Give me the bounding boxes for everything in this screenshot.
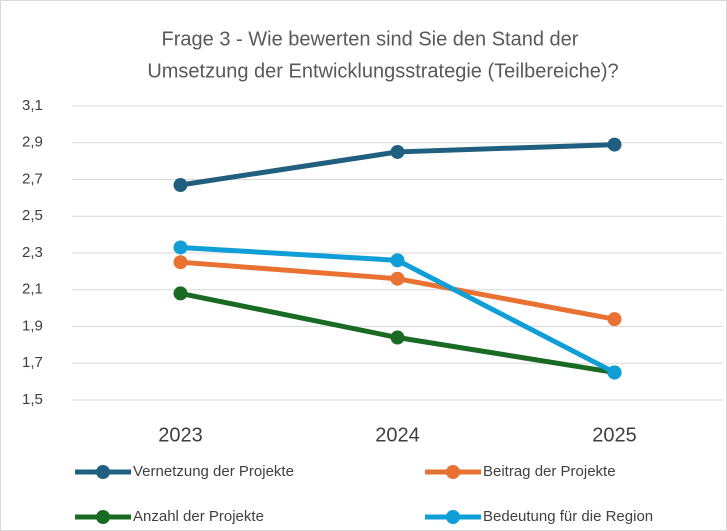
marker xyxy=(390,144,405,159)
chart-title: Umsetzung der Entwicklungsstrategie (Tei… xyxy=(147,60,618,82)
marker xyxy=(607,365,622,380)
legend-label: Beitrag der Projekte xyxy=(483,463,616,480)
legend-marker xyxy=(96,510,110,524)
y-tick-label: 1,7 xyxy=(22,354,43,371)
legend-label: Anzahl der Projekte xyxy=(133,508,264,525)
y-tick-label: 2,7 xyxy=(22,170,43,187)
y-tick-label: 2,1 xyxy=(22,281,43,298)
marker xyxy=(607,137,622,152)
y-tick-label: 2,9 xyxy=(22,134,43,151)
legend-marker xyxy=(446,465,460,479)
legend-marker xyxy=(446,510,460,524)
y-tick-label: 1,5 xyxy=(22,391,43,408)
legend-label: Vernetzung der Projekte xyxy=(133,463,294,480)
y-tick-label: 2,3 xyxy=(22,244,43,261)
y-tick-label: 3,1 xyxy=(22,97,43,114)
marker xyxy=(390,253,405,268)
marker xyxy=(173,286,188,301)
x-tick-label: 2024 xyxy=(375,424,420,446)
x-tick-label: 2023 xyxy=(158,424,203,446)
marker xyxy=(173,240,188,255)
y-tick-label: 1,9 xyxy=(22,317,43,334)
marker xyxy=(173,178,188,193)
marker xyxy=(607,312,622,327)
marker xyxy=(173,255,188,270)
x-tick-label: 2025 xyxy=(592,424,637,446)
chart-title: Frage 3 - Wie bewerten sind Sie den Stan… xyxy=(162,28,579,50)
legend-marker xyxy=(96,465,110,479)
marker xyxy=(390,271,405,286)
y-tick-label: 2,5 xyxy=(22,207,43,224)
legend-label: Bedeutung für die Region xyxy=(483,508,653,525)
marker xyxy=(390,330,405,345)
